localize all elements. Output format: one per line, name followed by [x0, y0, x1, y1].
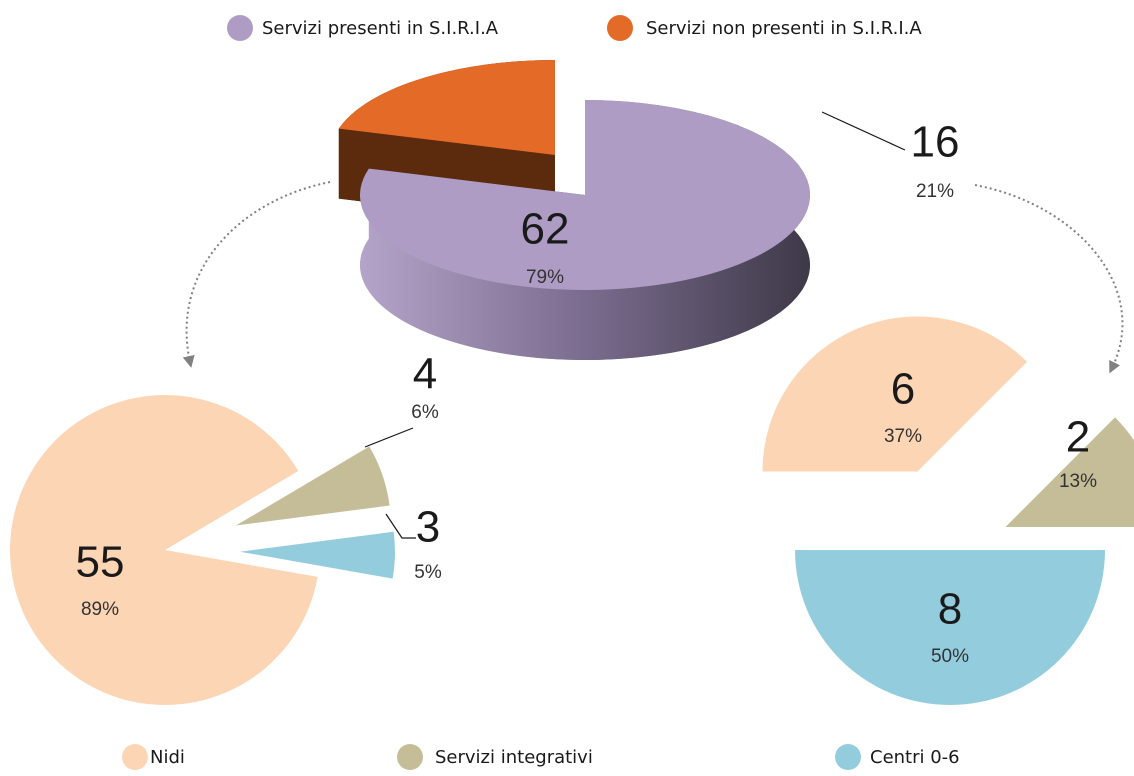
slice — [795, 550, 1105, 705]
value-label: 62 — [521, 205, 570, 254]
legend-swatch — [397, 744, 423, 770]
share-label: 21% — [916, 181, 954, 202]
slice — [10, 394, 318, 705]
legend-label: Nidi — [150, 747, 185, 768]
legend-label: Centri 0-6 — [870, 747, 960, 768]
leader-line — [385, 513, 416, 539]
value-label: 8 — [938, 585, 962, 634]
leader-line — [821, 111, 906, 151]
share-label: 6% — [411, 402, 439, 423]
slice — [338, 60, 555, 156]
legend-label: Servizi integrativi — [435, 747, 593, 768]
legend-label: Servizi presenti in S.I.R.I.A — [262, 18, 499, 39]
legend-label: Servizi non presenti in S.I.R.I.A — [646, 18, 922, 39]
share-label: 37% — [884, 426, 922, 447]
share-label: 79% — [526, 267, 564, 288]
labels: 62 79% 16 21% 55 89% 4 6% 3 5% 6 37% 2 13% 8 50% Servizi… — [76, 15, 1097, 770]
slice — [239, 531, 395, 579]
legend-swatch — [835, 744, 861, 770]
value-label: 16 — [911, 118, 960, 167]
legend-swatch — [607, 15, 633, 41]
slices — [10, 60, 1134, 705]
slice — [235, 446, 390, 526]
leader-line — [364, 427, 414, 448]
flow-arrow — [182, 181, 331, 368]
share-label: 89% — [81, 599, 119, 620]
share-label: 50% — [931, 646, 969, 667]
slice — [1005, 417, 1134, 528]
value-label: 3 — [416, 503, 440, 552]
value-label: 6 — [891, 365, 915, 414]
value-label: 4 — [413, 350, 437, 399]
legend-swatch — [227, 15, 253, 41]
slice — [762, 316, 1028, 472]
flow-arrow — [974, 184, 1124, 374]
legend-swatch — [122, 744, 148, 770]
share-label: 5% — [414, 562, 442, 583]
slice — [360, 100, 810, 290]
share-label: 13% — [1059, 471, 1097, 492]
value-label: 2 — [1066, 413, 1090, 462]
value-label: 55 — [76, 538, 125, 587]
